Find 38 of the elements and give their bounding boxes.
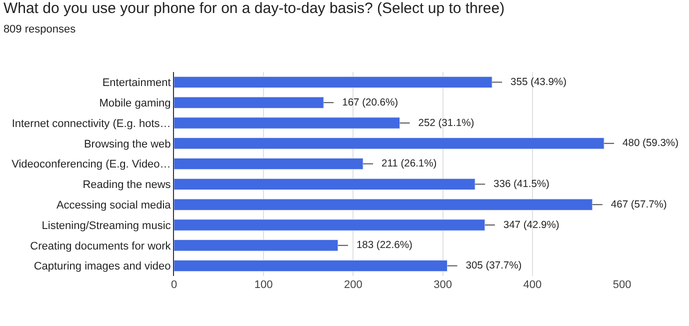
x-tick-label: 200 <box>344 279 362 291</box>
text: 809 responses <box>3 24 76 36</box>
bar <box>174 76 492 88</box>
bar <box>174 240 338 252</box>
y-tick-label: Mobile gaming <box>99 97 171 110</box>
y-tick-label: Videoconferencing (E.g. Video… <box>12 158 171 171</box>
x-tick-label: 0 <box>170 279 178 291</box>
data-label: 211 (26.1%) <box>366 158 437 170</box>
y-tick-label: Internet connectivity (E.g. hots… <box>12 118 171 130</box>
x-tick-label: 400 <box>523 279 542 291</box>
x-tick-label: 300 <box>434 279 452 291</box>
data-label: 252 (31.1%) <box>402 118 474 129</box>
bar <box>174 96 324 108</box>
bar <box>174 219 486 231</box>
data-label: 355 (43.9%) <box>495 77 566 88</box>
y-tick-label: Entertainment <box>102 77 171 90</box>
bar <box>174 260 448 272</box>
bar <box>174 158 364 170</box>
data-label: 480 (59.3%) <box>607 138 678 150</box>
data-label: 167 (20.6%) <box>326 97 398 108</box>
bar <box>174 117 400 129</box>
y-tick-label: Browsing the web <box>84 138 171 150</box>
bar <box>174 198 593 210</box>
data-label: 347 (42.9%) <box>488 220 560 231</box>
bar <box>174 138 604 150</box>
bar <box>174 178 476 190</box>
y-tick-label: Creating documents for work <box>30 240 172 252</box>
x-tick-label: 100 <box>254 279 273 291</box>
y-tick-label: Capturing images and video <box>34 260 171 273</box>
data-label: 467 (57.7%) <box>596 199 667 210</box>
x-tick-label: 500 <box>612 279 632 291</box>
y-tick-label: Reading the news <box>82 179 172 192</box>
data-label: 183 (22.6%) <box>341 240 412 252</box>
data-label: 305 (37.7%) <box>450 260 522 272</box>
data-label: 336 (41.5%) <box>478 179 550 190</box>
y-tick-label: Listening/Streaming music <box>42 220 172 232</box>
y-tick-label: Accessing social media <box>56 199 172 212</box>
chart-title: What do you use your phone for on a day-to-day basis? (Select up to three) <box>3 0 505 18</box>
